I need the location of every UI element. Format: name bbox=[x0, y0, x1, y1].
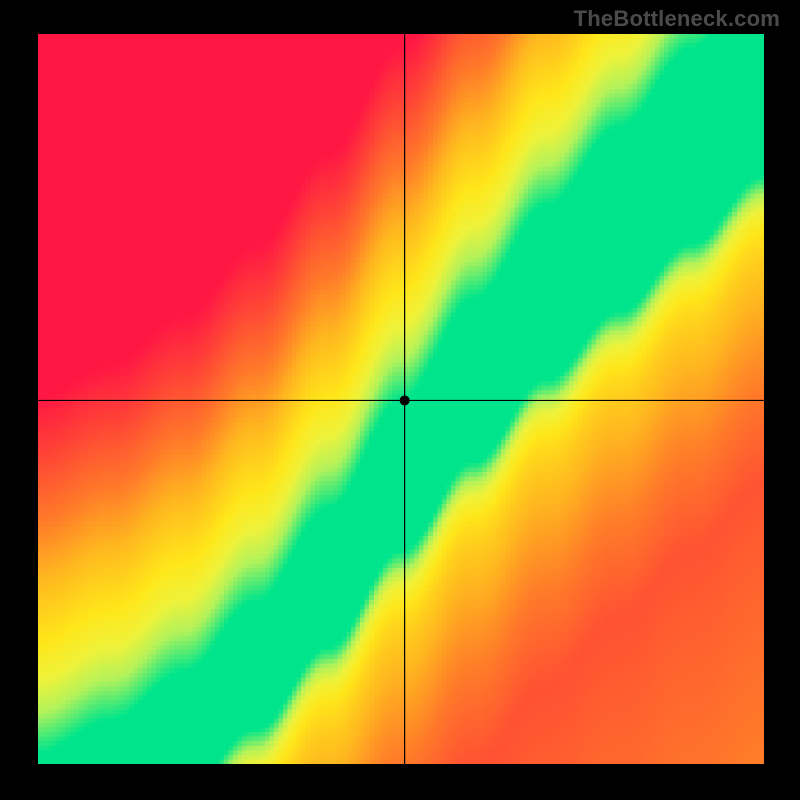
bottleneck-heatmap bbox=[38, 34, 764, 764]
watermark-text: TheBottleneck.com bbox=[574, 6, 780, 32]
